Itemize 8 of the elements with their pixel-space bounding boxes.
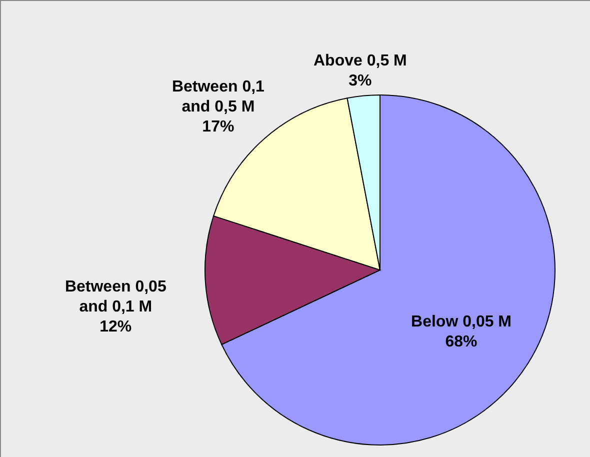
- data-label: 3%: [348, 72, 372, 90]
- slice-label: Between 0,05 and 0,1 M: [64, 278, 166, 316]
- slice-label: Above 0,5 M: [313, 52, 407, 70]
- data-label: 17%: [202, 118, 234, 136]
- slice-label: Below 0,05 M: [411, 314, 512, 331]
- data-label: 12%: [100, 318, 132, 336]
- data-label: 68%: [445, 334, 478, 351]
- slice-label: Between 0,1 and 0,5 M: [172, 78, 265, 116]
